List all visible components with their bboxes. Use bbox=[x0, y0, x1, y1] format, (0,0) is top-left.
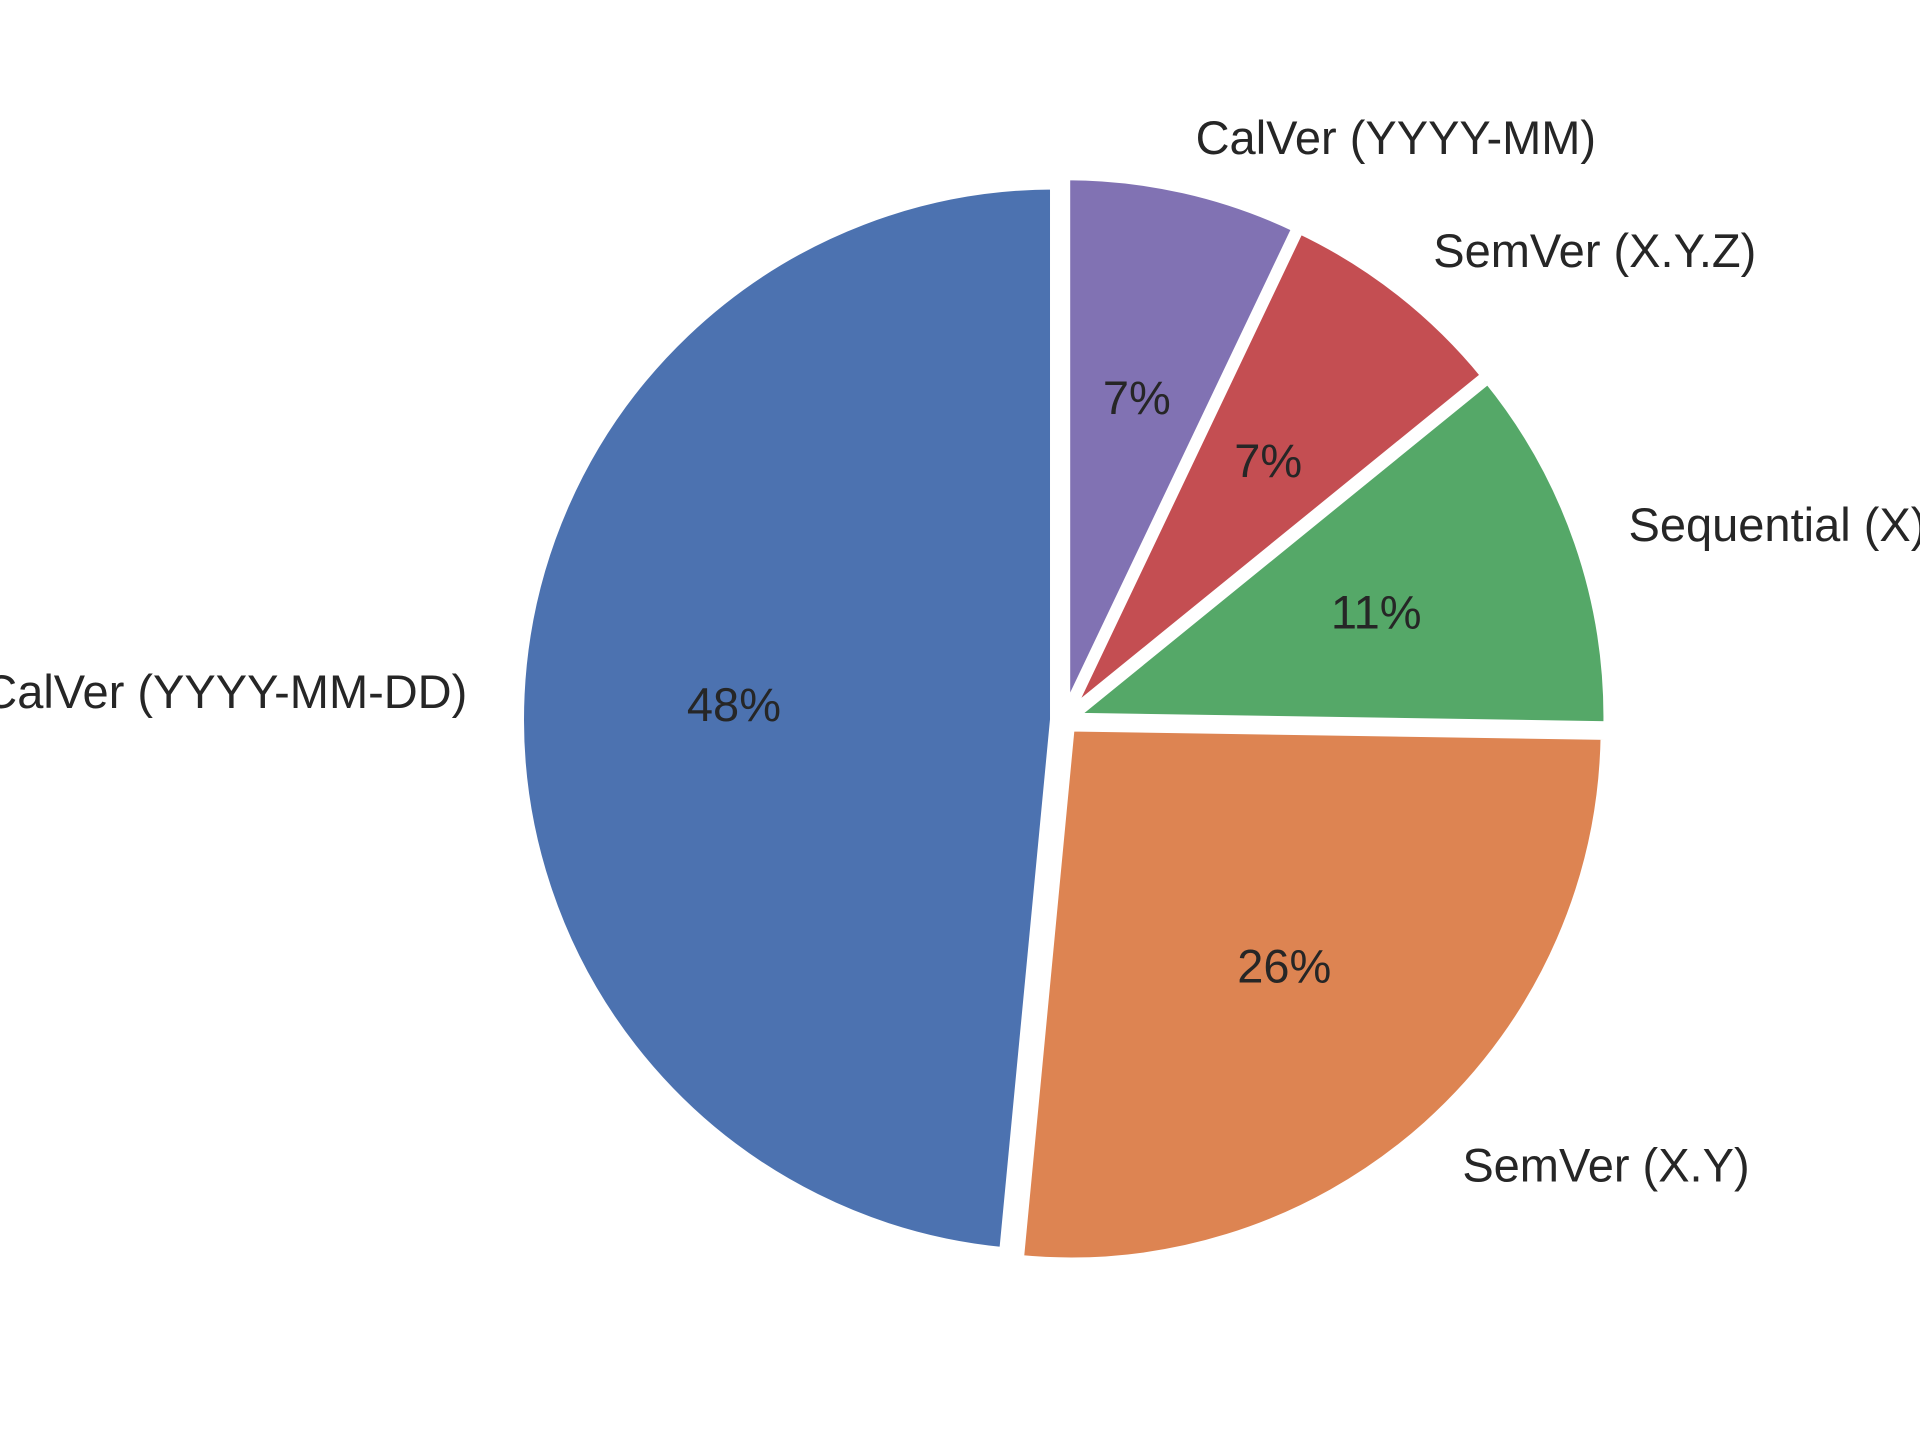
pie-slice-sequential-x bbox=[1062, 374, 1612, 730]
category-labels-layer: CalVer (YYYY-MM-DD) SemVer (X.Y) Sequentia… bbox=[0, 111, 1920, 1192]
percent-label-sequential-x: 11% bbox=[1331, 585, 1422, 638]
pie-slice-calver-yyyy-mm-dd bbox=[515, 181, 1059, 1256]
percent-label-semver-x-y: 26% bbox=[1237, 940, 1331, 993]
slices-layer bbox=[515, 172, 1612, 1266]
category-label-semver-x-y-z: SemVer (X.Y.Z) bbox=[1433, 224, 1756, 277]
pie-slice-semver-x-y-z bbox=[1066, 224, 1491, 716]
percent-label-calver-yyyy-mm-dd: 48% bbox=[687, 678, 781, 731]
category-label-semver-x-y: SemVer (X.Y) bbox=[1462, 1139, 1749, 1192]
pie-slice-semver-x-y bbox=[1015, 723, 1609, 1266]
category-label-sequential-x: Sequential (X) bbox=[1629, 498, 1920, 551]
percent-labels-layer: 48% 26% 11% 7% 7% bbox=[687, 371, 1422, 993]
category-label-calver-yyyy-mm-dd: CalVer (YYYY-MM-DD) bbox=[0, 665, 467, 718]
percent-label-calver-yyyy-mm: 7% bbox=[1103, 371, 1171, 424]
category-label-calver-yyyy-mm: CalVer (YYYY-MM) bbox=[1196, 111, 1596, 164]
percent-label-semver-x-y-z: 7% bbox=[1234, 434, 1302, 487]
pie-slice-calver-yyyy-mm bbox=[1062, 172, 1302, 712]
